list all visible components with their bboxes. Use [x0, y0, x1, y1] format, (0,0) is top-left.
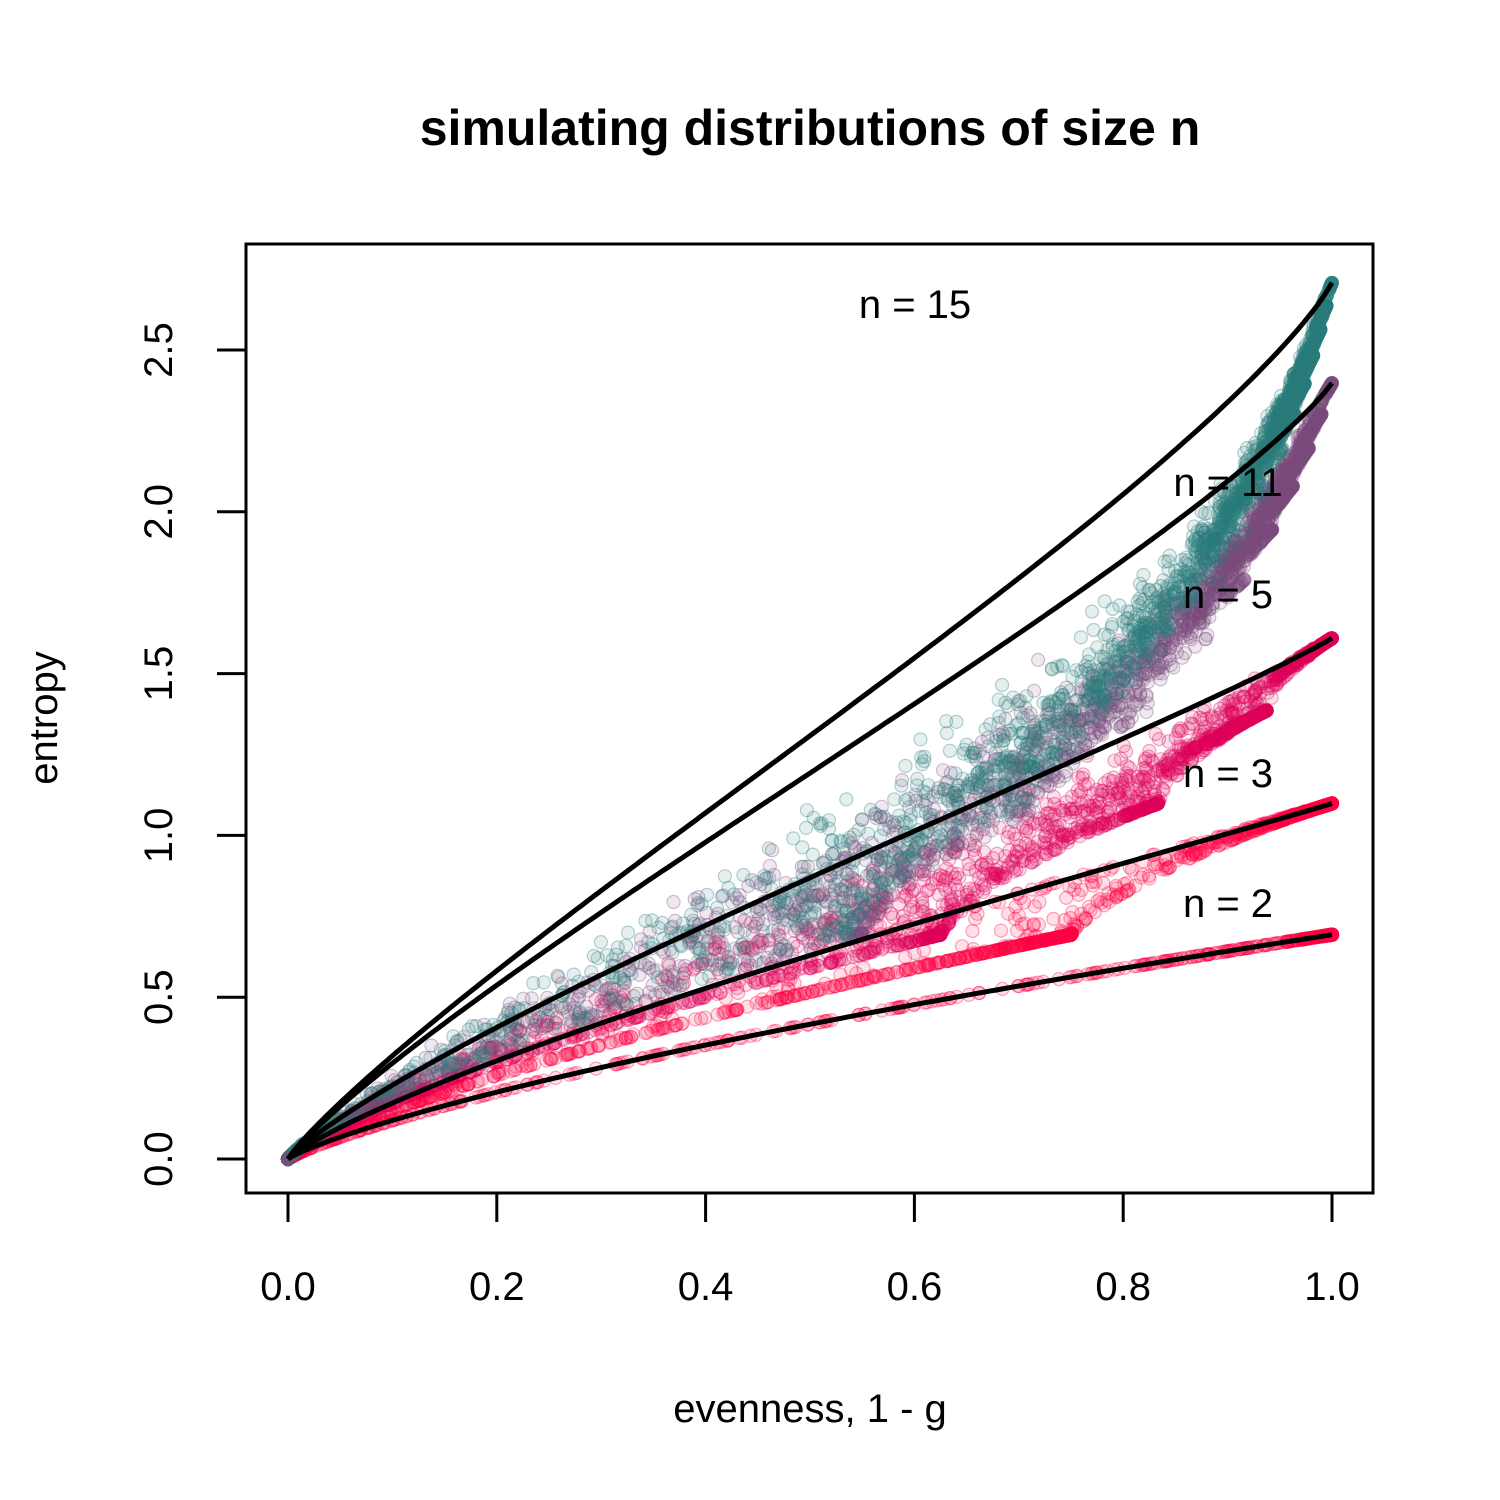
- point-n3-1781: [923, 957, 939, 972]
- point-n3-1404: [1059, 890, 1074, 905]
- point-n3-1002: [638, 1025, 653, 1041]
- point-n3-1576: [958, 949, 973, 965]
- point-n3-1756: [1022, 936, 1037, 951]
- point-n3-1231: [725, 1003, 740, 1019]
- point-n3-1552: [1120, 875, 1135, 891]
- point-n5-1879: [1151, 731, 1167, 747]
- point-n5-1694: [1075, 770, 1090, 785]
- point-n5-1948: [977, 881, 993, 896]
- point-n3-1747: [755, 992, 770, 1007]
- point-n3-1465: [868, 969, 883, 985]
- point-n5-2217: [947, 870, 963, 885]
- point-n3-1132: [968, 911, 983, 927]
- point-n5-2072: [1089, 800, 1104, 815]
- point-n3-1799: [1047, 930, 1062, 946]
- point-n5-2129: [915, 898, 930, 914]
- point-n5-2067: [1118, 744, 1134, 759]
- point-n3-1588: [522, 1057, 538, 1073]
- point-n5-2054: [1022, 847, 1037, 862]
- point-n5-2205: [943, 894, 958, 909]
- point-n5-2222: [1038, 846, 1053, 862]
- point-n3-1722: [991, 942, 1006, 958]
- point-n5-2272: [860, 945, 875, 960]
- point-n3-1767: [827, 979, 842, 994]
- point-n5-2127: [1123, 789, 1138, 804]
- point-n3-1267: [898, 949, 913, 965]
- point-n3-1454: [1087, 905, 1102, 920]
- point-n3-1760: [580, 1041, 595, 1057]
- point-n3-1601: [1142, 871, 1157, 886]
- point-n3-1688: [851, 973, 866, 989]
- points-layer: [280, 275, 1340, 1167]
- chart-title: simulating distributions of size n: [420, 100, 1201, 156]
- point-n3-1550: [623, 1029, 639, 1045]
- point-n3-1528: [710, 1007, 725, 1022]
- point-n3-1686: [774, 991, 789, 1006]
- point-n5-2268: [1224, 693, 1240, 709]
- point-n3-1732: [688, 1012, 703, 1027]
- point-n5-2254: [846, 949, 861, 965]
- point-n3-546: [965, 923, 980, 939]
- point-n3-1554: [666, 1018, 681, 1033]
- point-n5-2064: [1009, 849, 1024, 865]
- point-n3-967: [1017, 895, 1032, 910]
- point-n3-1565: [650, 1022, 665, 1038]
- point-n3-1585: [880, 966, 896, 982]
- point-n3-1301: [544, 1051, 559, 1067]
- point-n3-1250: [814, 981, 830, 996]
- point-n5-1989: [713, 985, 728, 1000]
- point-n5-2179: [1145, 754, 1161, 770]
- point-n3-1328: [993, 923, 1009, 938]
- point-n3-1798: [1017, 916, 1032, 931]
- point-n5-1843: [931, 887, 946, 902]
- point-n3-1780: [592, 1038, 607, 1053]
- point-n5-2089: [979, 857, 994, 873]
- point-n5-2115: [1264, 690, 1279, 705]
- point-n3-1515: [1101, 894, 1117, 910]
- point-n3-1787: [977, 944, 992, 959]
- point-n3-1706: [604, 1035, 619, 1050]
- point-n3-1796: [1061, 927, 1077, 943]
- point-n5-2218: [803, 961, 818, 976]
- point-n5-2193: [976, 844, 992, 859]
- point-n3-1613: [797, 986, 813, 1001]
- point-n3-1255: [1032, 894, 1047, 910]
- point-n5-2021: [995, 865, 1010, 880]
- point-n5-2248: [1079, 825, 1095, 840]
